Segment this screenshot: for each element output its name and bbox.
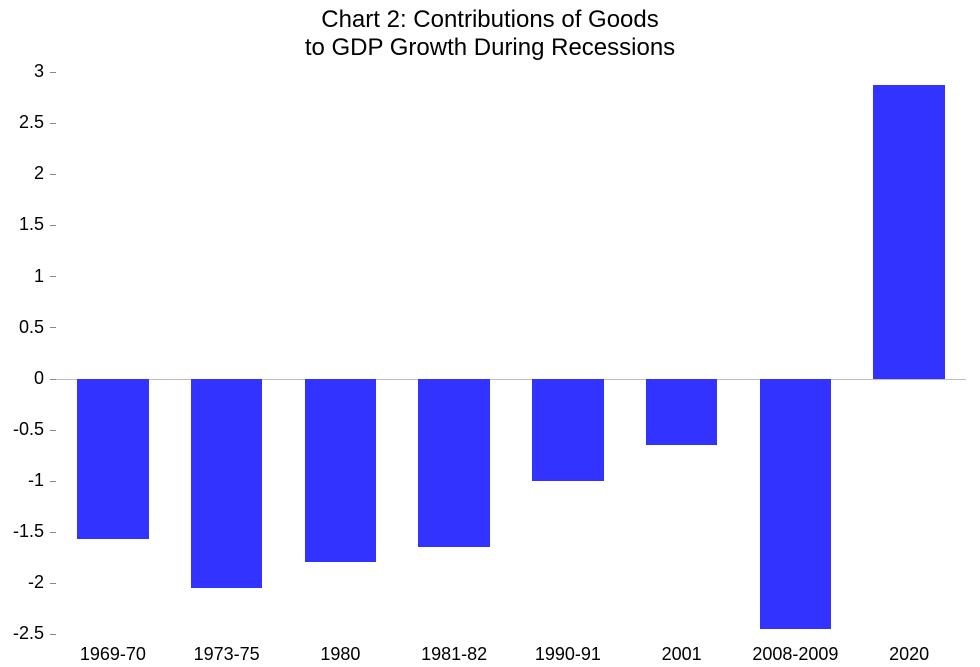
y-tick-mark — [50, 327, 56, 328]
y-tick-mark — [50, 276, 56, 277]
bar — [77, 379, 149, 539]
y-tick-label: 1 — [0, 266, 44, 287]
x-tick-label: 1973-75 — [194, 644, 260, 665]
y-tick-label: -1 — [0, 470, 44, 491]
y-tick-mark — [50, 634, 56, 635]
y-tick-label: 2.5 — [0, 112, 44, 133]
chart-title-line-1: Chart 2: Contributions of Goods — [0, 6, 980, 34]
x-tick-label: 1969-70 — [80, 644, 146, 665]
x-tick-label: 2001 — [662, 644, 702, 665]
y-tick-mark — [50, 225, 56, 226]
bar — [646, 379, 718, 445]
bar — [532, 379, 604, 481]
x-tick-label: 2008-2009 — [752, 644, 838, 665]
bar — [418, 379, 490, 548]
y-tick-mark — [50, 481, 56, 482]
y-tick-label: 0 — [0, 368, 44, 389]
y-tick-label: -1.5 — [0, 521, 44, 542]
y-tick-mark — [50, 532, 56, 533]
y-tick-label: -0.5 — [0, 419, 44, 440]
chart-title-line-2: to GDP Growth During Recessions — [0, 34, 980, 62]
x-tick-label: 1990-91 — [535, 644, 601, 665]
y-tick-mark — [50, 72, 56, 73]
y-tick-label: -2 — [0, 572, 44, 593]
y-tick-mark — [50, 430, 56, 431]
y-tick-label: -2.5 — [0, 623, 44, 644]
y-tick-mark — [50, 123, 56, 124]
x-tick-label: 2020 — [889, 644, 929, 665]
y-tick-mark — [50, 583, 56, 584]
bar — [760, 379, 832, 629]
plot-area: -2.5-2-1.5-1-0.500.511.522.531969-701973… — [56, 72, 966, 634]
y-tick-label: 3 — [0, 61, 44, 82]
bar — [873, 85, 945, 378]
bar — [305, 379, 377, 563]
y-tick-label: 0.5 — [0, 317, 44, 338]
bar — [191, 379, 263, 588]
y-tick-label: 2 — [0, 163, 44, 184]
x-tick-label: 1981-82 — [421, 644, 487, 665]
y-tick-label: 1.5 — [0, 214, 44, 235]
chart-container: Chart 2: Contributions of Goods to GDP G… — [0, 0, 980, 667]
x-tick-label: 1980 — [320, 644, 360, 665]
y-tick-mark — [50, 379, 56, 380]
y-tick-mark — [50, 174, 56, 175]
